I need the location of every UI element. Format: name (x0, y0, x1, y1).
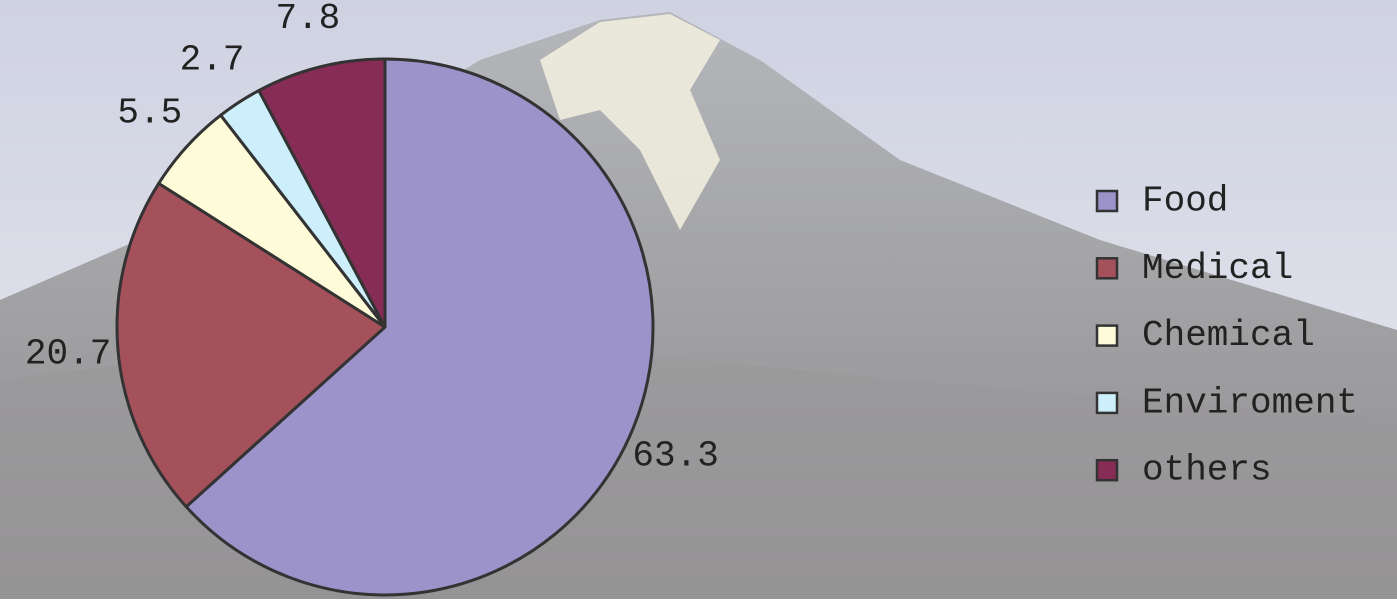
data-label: 7.8 (275, 0, 340, 39)
legend: Food Medical Chemical Enviroment others (1095, 181, 1358, 491)
legend-label: Medical (1142, 248, 1293, 289)
legend-label: Food (1142, 181, 1228, 222)
pie-slice (184, 57, 655, 597)
legend-swatch (1095, 257, 1119, 280)
legend-swatch (1095, 391, 1119, 415)
legend-label: Chemical (1142, 315, 1315, 356)
legend-swatch (1095, 189, 1119, 213)
pie-slice (257, 57, 387, 329)
data-label: 63.3 (632, 436, 718, 477)
legend-swatch (1095, 458, 1119, 482)
legend-label: others (1142, 450, 1272, 491)
pie: 63.3 20.7 5.5 2.7 7.8 (25, 0, 719, 597)
legend-label: Enviroment (1142, 382, 1358, 423)
data-label: 20.7 (25, 333, 111, 374)
legend-swatch (1095, 324, 1119, 347)
data-label: 2.7 (180, 40, 245, 81)
pie-slice (115, 181, 387, 509)
snow-cap (540, 14, 720, 230)
data-label: 5.5 (117, 92, 182, 133)
